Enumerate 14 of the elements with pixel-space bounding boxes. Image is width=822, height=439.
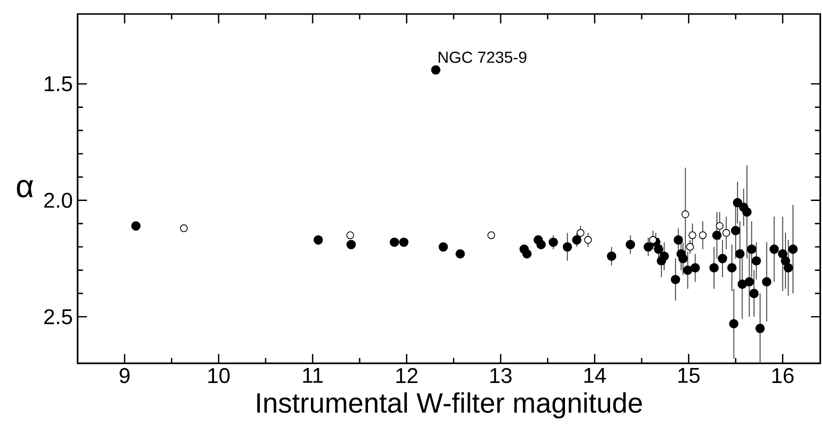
x-tick-label: 15 [678, 368, 700, 383]
x-tick-label: 10 [208, 368, 230, 383]
y-tick-label: 1.5 [44, 76, 72, 92]
x-tick-label: 16 [772, 368, 794, 383]
x-tick-label: 13 [490, 368, 512, 383]
x-axis-title: Instrumental W-filter magnitude [257, 392, 642, 418]
annotation: NGC 7235-9 [438, 51, 526, 63]
y-axis-title: α [16, 180, 34, 198]
x-tick-label: 9 [120, 368, 130, 383]
y-tick-label: 2.0 [44, 192, 72, 208]
y-tick-label: 2.5 [44, 309, 72, 324]
x-tick-label: 14 [584, 368, 606, 383]
x-tick-label: 12 [396, 368, 418, 383]
x-tick-label: 11 [303, 368, 323, 383]
